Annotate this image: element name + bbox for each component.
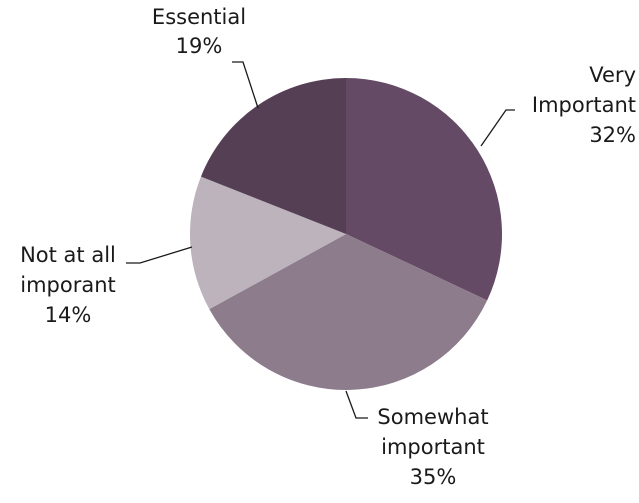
leader-line-very-important [480, 109, 515, 147]
slice-label-somewhat-important: Somewhat important 35% [377, 405, 488, 489]
leader-line-somewhat-important [345, 390, 368, 419]
leader-lines-layer [126, 61, 515, 419]
slice-label-very-important: Very Important 32% [532, 63, 636, 147]
slice-category-label: Important [532, 93, 636, 117]
slice-value-label: 32% [589, 123, 636, 147]
slice-value-label: 14% [45, 303, 92, 327]
slice-category-label: important [381, 435, 485, 459]
pie-slice-essential [200, 78, 346, 234]
leader-line-essential [232, 61, 259, 109]
slice-category-label: Not at all [20, 243, 116, 267]
slice-category-label: imporant [20, 273, 116, 297]
leader-line-not-at-all-imporant [126, 246, 193, 264]
slice-value-label: 19% [176, 34, 223, 58]
slice-label-essential: Essential 19% [152, 5, 246, 58]
pie-slice-somewhat-important [209, 234, 488, 390]
pie-slice-not-at-all-imporant [189, 176, 346, 310]
labels-layer: Very Important 32% Somewhat important 35% Not … [20, 5, 636, 489]
slice-category-label: Very [589, 63, 636, 87]
pie-slice-very-important [346, 78, 502, 301]
slice-label-not-at-all-imporant: Not at all imporant 14% [20, 243, 116, 327]
slices-layer [189, 78, 502, 390]
slice-category-label: Essential [152, 5, 246, 29]
slice-value-label: 35% [410, 465, 457, 489]
slice-category-label: Somewhat [377, 405, 488, 429]
